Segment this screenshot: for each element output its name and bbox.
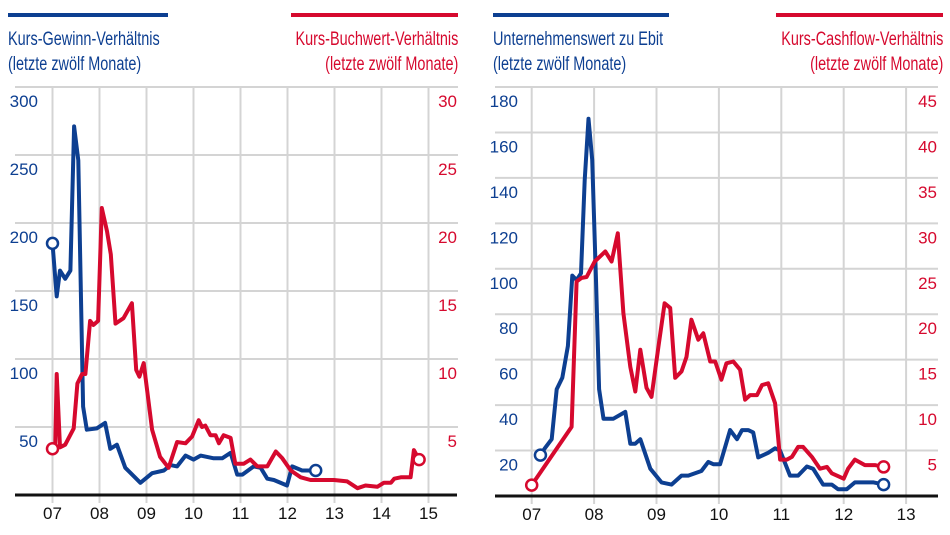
series-start-marker (524, 478, 539, 492)
y-left-tick-label: 180 (490, 92, 518, 111)
legend-subtitle: (letzte zwölf Monate) (493, 54, 627, 75)
legend-bar-pcf (776, 13, 943, 17)
y-right-tick-label: 5 (448, 432, 457, 451)
y-left-tick-label: 40 (499, 410, 518, 429)
series-end-marker (876, 477, 891, 492)
chart-1: 50 5 100 10 150 15 200 20 250 25 300 30 07 08 09 10 11 12… (10, 86, 458, 523)
legend-subtitle: (letzte zwölf Monate) (809, 54, 943, 75)
x-tick-label: 10 (184, 504, 203, 523)
series-line-blue (538, 116, 886, 492)
x-tick-label: 07 (522, 505, 541, 524)
legend-title: Unternehmenswert zu Ebit (493, 29, 664, 50)
y-right-tick-label: 30 (918, 228, 937, 247)
legend-subtitle: (letzte zwölf Monate) (8, 54, 142, 75)
y-left-tick-label: 60 (499, 365, 518, 384)
series-line-red (50, 206, 422, 491)
y-right-tick-label: 15 (918, 365, 937, 384)
x-tick-label: 12 (278, 504, 297, 523)
x-tick-label: 13 (897, 505, 916, 524)
y-right-tick-label: 25 (438, 160, 457, 179)
y-right-tick-label: 15 (438, 296, 457, 315)
y-right-tick-label: 35 (918, 183, 937, 202)
series-start-marker (533, 448, 548, 462)
y-left-tick-label: 300 (10, 92, 38, 111)
y-left-tick-label: 120 (490, 228, 518, 247)
y-left-tick-label: 150 (10, 296, 38, 315)
x-tick-label: 15 (419, 504, 438, 523)
y-right-tick-label: 10 (438, 364, 457, 383)
series-end-marker (308, 463, 323, 478)
legend-title-pe: Kurs-Gewinn-Verhältnis (letzte zwölf Mon… (8, 27, 160, 77)
y-right-tick-label: 5 (928, 456, 937, 475)
y-right-tick-label: 25 (918, 274, 937, 293)
x-tick-label: 07 (43, 504, 62, 523)
series-end-marker (876, 460, 891, 474)
series-line-red (529, 231, 886, 488)
legend-bar-ev-ebit (493, 13, 669, 17)
x-tick-label: 09 (647, 505, 666, 524)
x-tick-label: 11 (232, 504, 250, 523)
x-tick-label: 08 (585, 505, 604, 524)
legend-subtitle: (letzte zwölf Monate) (324, 54, 458, 75)
x-tick-label: 14 (372, 504, 391, 523)
series-start-marker (45, 236, 60, 251)
y-right-tick-label: 20 (438, 228, 457, 247)
x-tick-label: 08 (90, 504, 109, 523)
y-left-tick-label: 100 (10, 364, 38, 383)
legend-bar-pb (291, 13, 458, 17)
legend-title: Kurs-Cashflow-Verhältnis (780, 29, 943, 50)
y-left-tick-label: 140 (490, 183, 518, 202)
legend-bar-pe (8, 13, 168, 17)
series-line-blue (50, 124, 318, 488)
x-tick-label: 13 (325, 504, 344, 523)
y-right-tick-label: 30 (438, 92, 457, 111)
y-left-tick-label: 20 (499, 456, 518, 475)
series-end-marker (412, 452, 426, 467)
y-left-tick-label: 160 (490, 137, 518, 156)
y-left-tick-label: 50 (19, 432, 38, 451)
x-tick-label: 09 (137, 504, 156, 523)
y-left-tick-label: 80 (499, 319, 518, 338)
y-left-tick-label: 250 (10, 160, 38, 179)
legend-title: Kurs-Gewinn-Verhältnis (8, 29, 160, 50)
legend-title-pcf: Kurs-Cashflow-Verhältnis (letzte zwölf M… (781, 27, 943, 77)
y-left-tick-label: 200 (10, 228, 38, 247)
y-right-tick-label: 40 (918, 137, 937, 156)
x-tick-label: 11 (772, 505, 790, 524)
series-start-marker (45, 442, 60, 456)
legend-title-pb: Kurs-Buchwert-Verhältnis (letzte zwölf M… (295, 27, 458, 77)
y-right-tick-label: 45 (918, 92, 937, 111)
chart-2: 20 5 40 10 60 15 80 20 100 25 120 30 140 35 160 40 180 45… (490, 86, 938, 524)
y-left-tick-label: 100 (490, 274, 518, 293)
y-right-tick-label: 10 (918, 410, 937, 429)
legend-title: Kurs-Buchwert-Verhältnis (295, 29, 458, 50)
y-right-tick-label: 20 (918, 319, 937, 338)
legend-title-ev-ebit: Unternehmenswert zu Ebit (letzte zwölf M… (493, 27, 663, 77)
x-tick-label: 10 (709, 505, 728, 524)
x-tick-label: 12 (834, 505, 853, 524)
